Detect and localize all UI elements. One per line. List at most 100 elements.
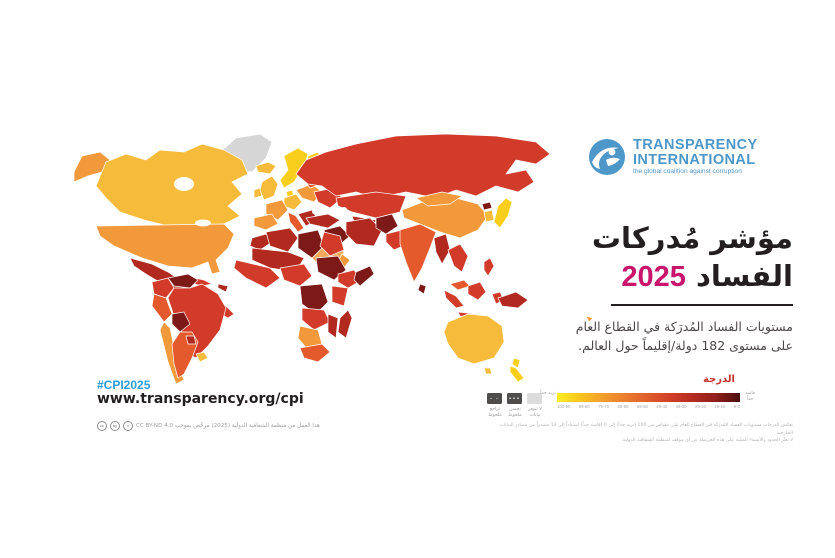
map-region-sri-lanka	[417, 283, 427, 295]
map-region-hispaniola	[217, 283, 229, 293]
subtitle: مستويات الفساد المُدرَكة في القطاع العام…	[531, 317, 793, 356]
map-region-madagascar	[337, 309, 353, 339]
license-row: cc by = هذا العمل من منظمة الشفافية الدو…	[97, 421, 320, 431]
tick: 59-50	[636, 404, 648, 409]
map-region-canada	[95, 143, 249, 227]
caspian-sea	[339, 207, 349, 221]
map-region-myanmar	[433, 233, 451, 265]
map-region-turkey	[305, 213, 341, 229]
map-region-north-korea	[481, 201, 493, 211]
map-region-iberia	[253, 213, 279, 231]
map-region-nigeria	[279, 263, 313, 287]
cc-icon: cc	[97, 421, 107, 431]
cc-nd-icon: =	[123, 421, 133, 431]
tick: 9-0	[733, 404, 740, 409]
map-region-borneo	[467, 281, 487, 301]
tick: 79-70	[598, 404, 610, 409]
legend-label-no-data: لا تتوفر بيانات	[528, 407, 542, 419]
map-region-fiji	[585, 315, 594, 323]
map-region-scandinavia	[279, 147, 309, 189]
map-region-japan	[493, 197, 513, 229]
tick: 69-60	[617, 404, 629, 409]
title-line1: مؤشر مُدركات	[591, 221, 793, 255]
logo-line2: INTERNATIONAL	[633, 152, 756, 169]
tick: 89-80	[578, 404, 590, 409]
map-region-somalia	[353, 265, 375, 287]
map-region-sumatra	[443, 289, 465, 309]
page-title: مؤشر مُدركات الفساد 2025	[592, 219, 793, 297]
map-region-colombia	[151, 277, 175, 299]
legend-footnote: تعكس الدرجات مستويات الفساد المُدرَكة في…	[483, 422, 793, 445]
dashes-pattern-icon: – –	[489, 395, 500, 402]
map-region-mongolia	[415, 191, 463, 207]
map-region-bolivia	[171, 311, 191, 333]
title-line2: الفساد 2025	[592, 257, 793, 296]
title-divider	[611, 304, 793, 306]
subtitle-line2: على مستوى 182 دولة/إقليماً حول العالم.	[578, 338, 793, 354]
ti-globe-icon	[589, 139, 625, 175]
map-region-indochina	[447, 243, 469, 273]
score-label: الدرجة	[703, 374, 735, 385]
cc-by-icon: by	[110, 421, 120, 431]
score-legend: الدرجة – – ••• تراجع ملحوظ تحسن ملحوظ لا…	[483, 374, 795, 450]
map-region-india	[399, 223, 437, 283]
legend-label-improve: تحسن ملحوظ	[508, 407, 522, 419]
map-region-mozambique	[327, 313, 339, 339]
legend-box-no-data	[527, 393, 542, 404]
footnote-line2: لا تعبّر الحدود والأسماء المبيّنة على هذ…	[621, 438, 793, 444]
map-region-italy	[287, 211, 305, 233]
legend-clean-caption: نزيه جداً	[540, 391, 556, 396]
map-region-east-africa	[331, 285, 349, 307]
transparency-international-logo: TRANSPARENCY INTERNATIONAL the global co…	[588, 137, 758, 176]
map-region-morocco	[249, 233, 273, 251]
black-sea	[312, 208, 328, 216]
great-lakes	[195, 219, 211, 227]
website-url[interactable]: www.transparency.org/cpi	[97, 391, 304, 407]
map-region-south-africa	[299, 343, 331, 363]
tick: 19-10	[714, 404, 726, 409]
map-region-drc	[299, 283, 329, 315]
map-region-uruguay	[195, 351, 209, 363]
map-region-angola	[301, 307, 331, 331]
world-map	[73, 133, 594, 385]
tick: 29-20	[695, 404, 707, 409]
map-region-iran	[345, 217, 383, 247]
map-region-afghanistan	[375, 213, 399, 235]
map-region-peru	[151, 293, 173, 323]
dots-pattern-icon: •••	[508, 395, 521, 402]
map-region-malaysia	[449, 279, 471, 291]
legend-label-decline: تراجع ملحوظ	[488, 407, 502, 419]
map-region-tasmania	[483, 367, 493, 375]
legend-corrupt-caption: فاسد جداً	[745, 391, 755, 403]
map-region-new-guinea	[497, 291, 529, 309]
map-region-australia	[443, 313, 505, 365]
map-region-algeria	[265, 227, 299, 253]
logo-line1: TRANSPARENCY	[633, 137, 758, 153]
score-ticks: 100-90 89-80 79-70 69-60 59-50 49-40 39-…	[557, 404, 740, 409]
map-region-iceland	[255, 161, 277, 175]
map-region-paraguay	[185, 335, 197, 345]
title-word: الفساد	[696, 259, 793, 294]
map-region-russia	[295, 133, 551, 199]
tick: 39-30	[675, 404, 687, 409]
subtitle-line1: مستويات الفساد المُدرَكة في القطاع العام	[575, 319, 793, 334]
map-region-south-korea	[483, 209, 495, 223]
map-region-venezuela	[167, 273, 199, 289]
map-region-new-zealand	[509, 357, 525, 383]
legend-box-decline: – –	[487, 393, 502, 404]
hudson-bay	[174, 177, 194, 191]
hashtag-cpi2025: #CPI2025	[97, 378, 151, 392]
map-region-usa	[95, 223, 235, 275]
tick: 100-90	[557, 404, 571, 409]
map-region-west-africa	[233, 259, 281, 289]
license-text: هذا العمل من منظمة الشفافية الدولية (202…	[136, 423, 320, 429]
title-year: 2025	[621, 261, 686, 294]
map-region-uk	[259, 175, 279, 201]
map-region-philippines	[483, 257, 495, 277]
footnote-line1: تعكس الدرجات مستويات الفساد المُدرَكة في…	[499, 423, 793, 436]
map-region-egypt	[319, 231, 345, 257]
tick: 49-40	[656, 404, 668, 409]
legend-box-improve: •••	[507, 393, 522, 404]
score-gradient-bar	[557, 393, 740, 402]
